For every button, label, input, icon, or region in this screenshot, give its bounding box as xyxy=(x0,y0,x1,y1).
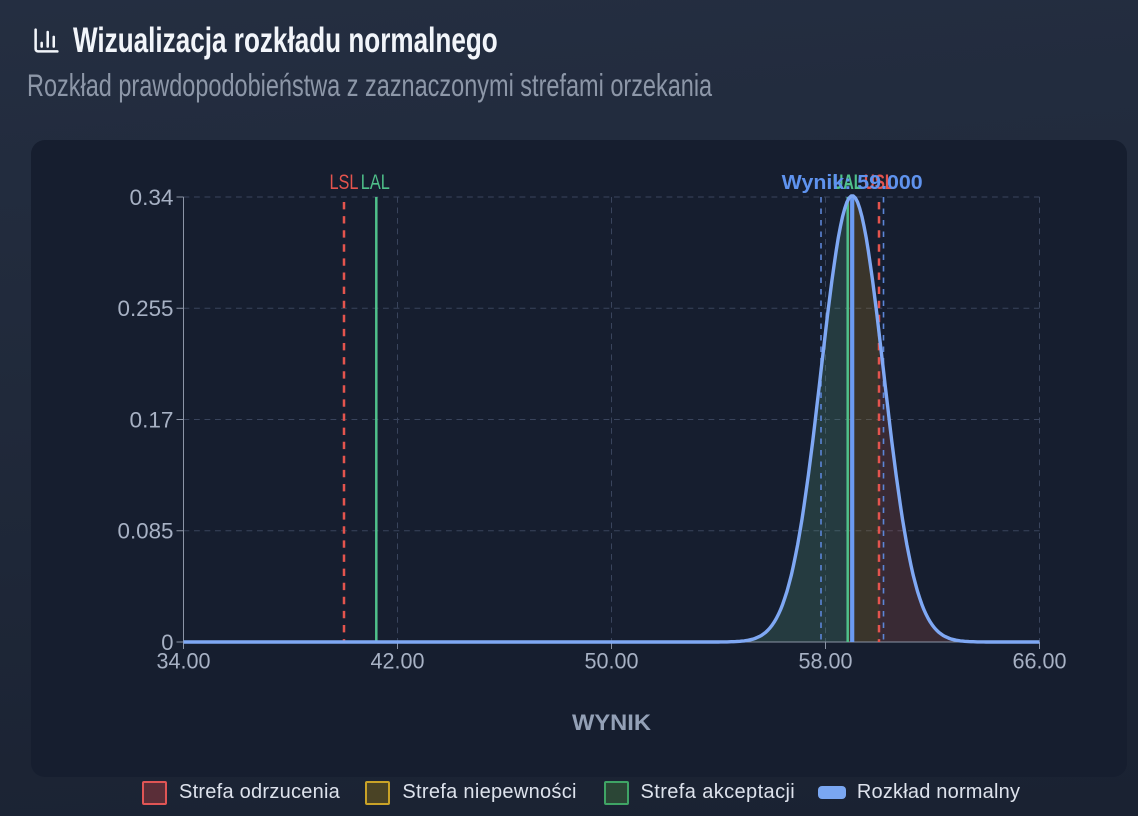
svg-text:0.17: 0.17 xyxy=(130,407,174,432)
svg-text:0.255: 0.255 xyxy=(118,296,174,321)
svg-text:58.00: 58.00 xyxy=(799,649,853,674)
svg-text:UAL: UAL xyxy=(833,171,863,194)
svg-text:LSL: LSL xyxy=(330,171,359,194)
svg-text:LAL: LAL xyxy=(361,171,390,194)
svg-text:Wynik: 59.000: Wynik: 59.000 xyxy=(782,172,923,194)
svg-text:USL: USL xyxy=(864,171,894,194)
svg-text:0.34: 0.34 xyxy=(130,185,174,210)
svg-text:0: 0 xyxy=(161,630,173,655)
svg-text:42.00: 42.00 xyxy=(371,649,425,674)
svg-text:34.00: 34.00 xyxy=(157,649,211,674)
svg-text:50.00: 50.00 xyxy=(585,649,639,674)
svg-text:0.085: 0.085 xyxy=(118,519,174,544)
svg-text:66.00: 66.00 xyxy=(1013,649,1067,674)
svg-text:WYNIK: WYNIK xyxy=(572,710,651,735)
